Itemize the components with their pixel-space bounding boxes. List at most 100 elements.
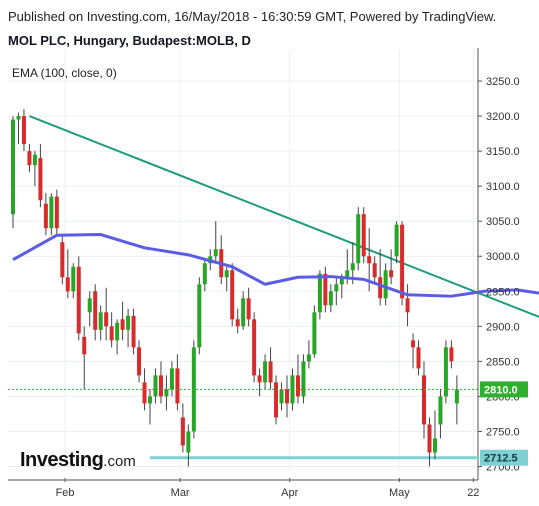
candle-up bbox=[443, 347, 448, 397]
candle-down bbox=[38, 158, 43, 201]
candle-up bbox=[213, 249, 218, 257]
candle-down bbox=[405, 298, 410, 313]
candle-down bbox=[109, 326, 114, 341]
candle-down bbox=[367, 256, 372, 264]
support-badge-bg bbox=[480, 449, 528, 466]
support-badge: 2712.5 bbox=[480, 449, 528, 466]
candle-down bbox=[175, 368, 180, 404]
candle-up bbox=[169, 368, 174, 390]
candle-down bbox=[137, 347, 142, 376]
candle-down bbox=[21, 116, 26, 145]
published-info: Published on Investing.com, 16/May/2018 … bbox=[8, 9, 497, 24]
candle-down bbox=[104, 312, 109, 327]
candle-down bbox=[252, 319, 257, 376]
candle-up bbox=[186, 431, 191, 453]
y-tick-label: 3050.0 bbox=[486, 216, 520, 228]
candle-down bbox=[54, 196, 59, 229]
x-tick-label: Feb bbox=[56, 487, 75, 499]
candle-down bbox=[158, 375, 163, 397]
y-tick-label: 3150.0 bbox=[486, 146, 520, 158]
candle-up bbox=[16, 116, 21, 120]
candle-down bbox=[427, 424, 432, 453]
candle-down bbox=[246, 298, 251, 320]
candle-up bbox=[164, 389, 169, 397]
logo-text: Investing bbox=[20, 449, 104, 471]
price-badges: 2810.0 2712.5 bbox=[480, 381, 528, 466]
y-tick-label: 3000.0 bbox=[486, 251, 520, 263]
y-axis-labels: 3250.0 3200.0 3150.0 3100.0 3050.0 3000.0 2950… bbox=[486, 76, 520, 473]
candle-up bbox=[394, 224, 399, 257]
candle-up bbox=[312, 312, 317, 355]
candle-down bbox=[268, 361, 273, 383]
candle-down bbox=[400, 224, 405, 299]
candle-up bbox=[454, 389, 459, 404]
candle-down bbox=[449, 347, 454, 362]
candle-down bbox=[323, 273, 328, 306]
candle-down bbox=[76, 266, 81, 334]
y-tick-label: 2750.0 bbox=[486, 426, 520, 438]
candle-down bbox=[120, 319, 125, 330]
candle-up bbox=[438, 396, 443, 425]
chart-axes bbox=[8, 48, 482, 482]
candle-down bbox=[274, 382, 279, 418]
candle-up bbox=[32, 154, 37, 166]
y-tick-label: 2900.0 bbox=[486, 321, 520, 333]
candle-down bbox=[230, 270, 235, 320]
candle-up bbox=[153, 375, 158, 397]
candle-up bbox=[345, 270, 350, 278]
x-tick-label: Mar bbox=[171, 487, 190, 499]
candle-down bbox=[416, 347, 421, 369]
candle-down bbox=[411, 340, 416, 348]
x-tick-label: 22 bbox=[467, 487, 479, 499]
y-tick-label: 2950.0 bbox=[486, 286, 520, 298]
ema-indicator-label[interactable]: EMA (100, close, 0) bbox=[12, 66, 117, 80]
investing-logo[interactable]: Investing.com bbox=[20, 449, 136, 472]
candle-down bbox=[372, 263, 377, 278]
candle-up bbox=[126, 315, 131, 330]
candle-up bbox=[334, 284, 339, 292]
logo-domain: .com bbox=[103, 453, 136, 470]
candle-down bbox=[27, 151, 32, 166]
y-tick-label: 3250.0 bbox=[486, 76, 520, 88]
candle-down bbox=[361, 214, 366, 257]
candle-up bbox=[279, 389, 284, 404]
candle-up bbox=[202, 263, 207, 285]
candle-down bbox=[43, 203, 48, 229]
candle-up bbox=[197, 284, 202, 348]
trendline bbox=[29, 115, 539, 318]
candle-up bbox=[356, 214, 361, 264]
y-tick-label: 3100.0 bbox=[486, 181, 520, 193]
candle-up bbox=[383, 270, 388, 299]
last-price-badge-bg bbox=[480, 381, 528, 398]
candle-down bbox=[93, 291, 98, 330]
last-price-badge: 2810.0 bbox=[480, 381, 528, 398]
trendline-segment bbox=[29, 115, 539, 318]
candle-up bbox=[241, 298, 246, 327]
x-tick-label: May bbox=[389, 487, 410, 499]
candle-down bbox=[180, 417, 185, 446]
candle-down bbox=[142, 382, 147, 404]
candle-up bbox=[263, 361, 268, 383]
candle-up bbox=[317, 273, 322, 313]
candle-up bbox=[339, 277, 344, 285]
x-tick-label: Apr bbox=[281, 487, 298, 499]
candle-up bbox=[224, 270, 229, 278]
candle-down bbox=[378, 277, 383, 299]
candle-down bbox=[60, 242, 65, 278]
candle-up bbox=[301, 361, 306, 397]
y-tick-label: 2850.0 bbox=[486, 356, 520, 368]
candle-down bbox=[65, 277, 70, 292]
x-axis-labels: Feb Mar Apr May 22 bbox=[56, 487, 480, 499]
candle-up bbox=[115, 322, 120, 341]
candle-up bbox=[87, 298, 92, 313]
candle-up bbox=[148, 396, 152, 404]
ema-polyline bbox=[12, 233, 539, 298]
last-price-badge-text: 2810.0 bbox=[484, 384, 518, 396]
candle-down bbox=[285, 389, 289, 404]
candle-up bbox=[306, 354, 311, 362]
candle-up bbox=[71, 266, 76, 292]
candle-down bbox=[295, 375, 300, 397]
candle-up bbox=[98, 312, 103, 330]
candle-down bbox=[235, 319, 240, 327]
